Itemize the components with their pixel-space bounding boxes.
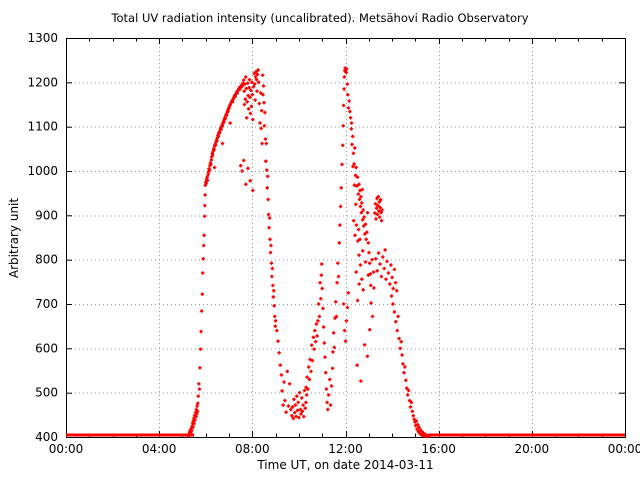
chart-title: Total UV radiation intensity (uncalibrat…	[111, 11, 529, 25]
x-tick-label: 00:00	[608, 442, 640, 456]
x-axis-label: Time UT, on date 2014-03-11	[257, 458, 434, 472]
x-tick-label: 08:00	[235, 442, 270, 456]
y-tick-label: 500	[35, 386, 58, 400]
x-tick-label: 20:00	[515, 442, 550, 456]
y-tick-label: 400	[35, 430, 58, 444]
plot-border	[66, 38, 626, 438]
x-tick-label: 00:00	[49, 442, 84, 456]
y-tick-label: 800	[35, 253, 58, 267]
y-tick-label: 1300	[27, 31, 58, 45]
x-tick-label: 12:00	[328, 442, 363, 456]
scatter-points	[186, 66, 431, 439]
y-tick-label: 600	[35, 341, 58, 355]
y-tick-label: 1200	[27, 75, 58, 89]
y-tick-label: 700	[35, 297, 58, 311]
x-tick-label: 04:00	[142, 442, 177, 456]
y-tick-label: 1000	[27, 164, 58, 178]
y-tick-label: 900	[35, 208, 58, 222]
x-tick-label: 16:00	[421, 442, 456, 456]
y-tick-label: 1100	[27, 120, 58, 134]
